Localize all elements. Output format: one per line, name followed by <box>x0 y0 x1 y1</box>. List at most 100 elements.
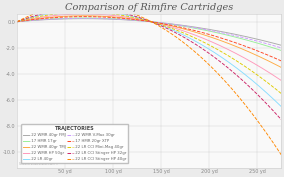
Line: .22 WMR HP 50gr: .22 WMR HP 50gr <box>17 14 281 81</box>
.17 HMR 20gr XTP <box>83 16 87 18</box>
Line: .22 WMR 40gr TMJ: .22 WMR 40gr TMJ <box>17 16 281 67</box>
.17 HMR 17gr <box>135 19 139 21</box>
.17 HMR 20gr XTP <box>279 60 283 62</box>
.22 WMR HP 50gr <box>192 33 195 36</box>
.22 LR CCI Mini-Mag 40gr <box>135 17 139 19</box>
Line: .22 WMR 40gr FMJ: .22 WMR 40gr FMJ <box>17 19 281 45</box>
.22 WMR 40gr TMJ <box>82 15 85 17</box>
.22 WMR HP 50gr <box>82 13 85 15</box>
.22 LR CCI Stinger HP 32gr <box>215 58 218 60</box>
.22 WMR V-Max 30gr <box>135 19 139 21</box>
.22 LR CCI Mini-Mag 40gr <box>279 92 283 95</box>
Title: Comparison of Rimfire Cartridges: Comparison of Rimfire Cartridges <box>65 3 233 12</box>
.22 WMR HP 50gr <box>279 79 283 82</box>
.22 LR CCI Mini-Mag 40gr <box>215 48 218 50</box>
.22 LR CCI Stinger HP 40gr <box>62 5 65 7</box>
Line: .17 HMR 20gr XTP: .17 HMR 20gr XTP <box>17 17 281 61</box>
.22 WMR 40gr FMJ <box>135 19 139 22</box>
.22 WMR HP 50gr <box>215 43 218 45</box>
.22 WMR 40gr FMJ <box>82 18 85 20</box>
.22 WMR V-Max 30gr <box>62 18 65 20</box>
.22 WMR V-Max 30gr <box>171 23 175 25</box>
Line: .17 HMR 17gr: .17 HMR 17gr <box>17 18 281 50</box>
.22 LR 40gr <box>15 21 18 23</box>
.22 LR CCI Stinger HP 32gr <box>83 8 87 10</box>
.22 LR 40gr <box>215 53 218 55</box>
.22 LR 40gr <box>82 10 85 12</box>
.22 LR CCI Stinger HP 40gr <box>83 3 87 5</box>
.22 WMR 40gr FMJ <box>62 18 65 20</box>
.17 HMR 20gr XTP <box>171 25 175 27</box>
.22 WMR V-Max 30gr <box>15 21 18 23</box>
.22 LR CCI Stinger HP 40gr <box>192 50 195 52</box>
.22 WMR 40gr TMJ <box>171 25 175 27</box>
Line: .22 WMR V-Max 30gr: .22 WMR V-Max 30gr <box>17 18 281 48</box>
.22 LR CCI Stinger HP 32gr <box>171 30 175 32</box>
.22 WMR 40gr TMJ <box>15 21 18 23</box>
.22 LR CCI Stinger HP 40gr <box>171 34 175 36</box>
.17 HMR 20gr XTP <box>215 35 218 38</box>
.22 LR CCI Stinger HP 40gr <box>215 71 218 73</box>
.22 WMR V-Max 30gr <box>215 31 218 33</box>
.22 LR 40gr <box>279 105 283 108</box>
.17 HMR 17gr <box>62 17 65 19</box>
.22 WMR 40gr TMJ <box>135 18 139 21</box>
.22 WMR 40gr FMJ <box>15 21 18 23</box>
.22 WMR V-Max 30gr <box>82 17 85 19</box>
Line: .22 LR 40gr: .22 LR 40gr <box>17 11 281 107</box>
.22 WMR HP 50gr <box>83 13 87 15</box>
.22 WMR 40gr FMJ <box>171 23 175 25</box>
.22 LR CCI Stinger HP 32gr <box>279 119 283 121</box>
.22 LR CCI Stinger HP 40gr <box>279 154 283 156</box>
.22 LR CCI Mini-Mag 40gr <box>82 11 85 13</box>
.22 WMR V-Max 30gr <box>83 17 87 19</box>
.22 LR 40gr <box>192 39 195 41</box>
.22 WMR HP 50gr <box>15 21 18 23</box>
.22 LR CCI Mini-Mag 40gr <box>83 11 87 13</box>
.22 WMR HP 50gr <box>62 14 65 16</box>
.22 LR CCI Mini-Mag 40gr <box>171 28 175 30</box>
.22 WMR HP 50gr <box>135 18 139 20</box>
.22 LR 40gr <box>135 16 139 19</box>
.22 WMR 40gr TMJ <box>192 31 195 33</box>
.22 LR CCI Stinger HP 32gr <box>15 21 18 23</box>
.22 LR CCI Stinger HP 40gr <box>82 3 85 5</box>
.17 HMR 17gr <box>83 17 87 19</box>
.17 HMR 17gr <box>82 17 85 19</box>
Legend: .22 WMR 40gr FMJ, .17 HMR 17gr, .22 WMR 40gr TMJ, .22 WMR HP 50gr, .22 LR 40gr, : .22 WMR 40gr FMJ, .17 HMR 17gr, .22 WMR … <box>21 124 128 163</box>
.17 HMR 17gr <box>279 49 283 52</box>
.22 WMR 40gr TMJ <box>83 15 87 17</box>
.22 LR CCI Stinger HP 32gr <box>192 42 195 44</box>
.22 WMR 40gr FMJ <box>279 44 283 46</box>
.17 HMR 20gr XTP <box>82 16 85 18</box>
.22 WMR 40gr TMJ <box>279 66 283 68</box>
.22 LR 40gr <box>62 11 65 13</box>
.22 LR CCI Stinger HP 40gr <box>15 21 18 23</box>
.17 HMR 17gr <box>15 21 18 23</box>
.17 HMR 20gr XTP <box>135 19 139 21</box>
.22 LR CCI Stinger HP 32gr <box>62 9 65 11</box>
.22 LR CCI Stinger HP 40gr <box>135 14 139 16</box>
.17 HMR 20gr XTP <box>62 16 65 18</box>
.17 HMR 17gr <box>215 32 218 34</box>
.22 WMR 40gr TMJ <box>215 38 218 40</box>
.22 WMR 40gr TMJ <box>62 15 65 17</box>
Line: .22 LR CCI Stinger HP 32gr: .22 LR CCI Stinger HP 32gr <box>17 9 281 120</box>
.22 LR CCI Stinger HP 32gr <box>135 16 139 18</box>
.22 WMR V-Max 30gr <box>192 26 195 28</box>
.22 LR CCI Mini-Mag 40gr <box>15 21 18 23</box>
.22 LR 40gr <box>171 29 175 31</box>
.17 HMR 17gr <box>171 24 175 26</box>
.22 LR CCI Mini-Mag 40gr <box>192 36 195 39</box>
.22 LR 40gr <box>83 10 87 12</box>
.22 WMR HP 50gr <box>171 27 175 29</box>
.22 LR CCI Stinger HP 32gr <box>82 8 85 10</box>
.22 WMR 40gr FMJ <box>215 30 218 32</box>
Line: .22 LR CCI Stinger HP 40gr: .22 LR CCI Stinger HP 40gr <box>17 4 281 155</box>
.17 HMR 20gr XTP <box>192 29 195 31</box>
Text: ShootersCalculator.com ©: ShootersCalculator.com © <box>19 162 59 166</box>
.22 WMR 40gr FMJ <box>192 26 195 28</box>
.22 LR CCI Mini-Mag 40gr <box>62 12 65 14</box>
.22 WMR V-Max 30gr <box>279 47 283 49</box>
.22 WMR 40gr FMJ <box>83 18 87 20</box>
